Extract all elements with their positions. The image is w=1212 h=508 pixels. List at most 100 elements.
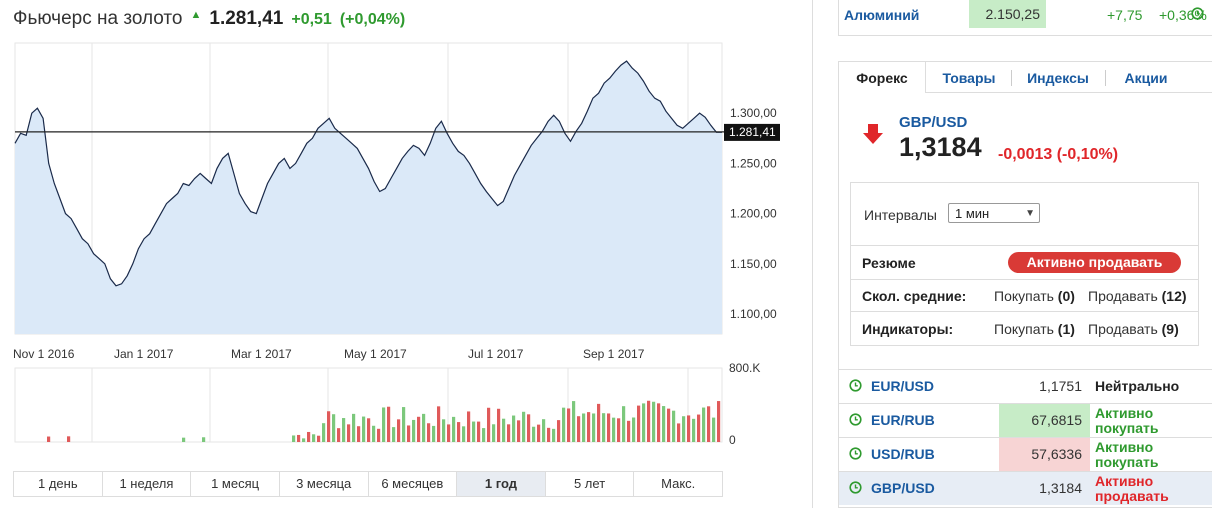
period-tab[interactable]: 1 неделя bbox=[103, 472, 192, 496]
ind-buy-count: (1) bbox=[1057, 321, 1075, 337]
aluminum-name[interactable]: Алюминий bbox=[844, 7, 920, 23]
volume-bar bbox=[662, 406, 666, 442]
interval-value: 1 мин bbox=[955, 206, 990, 221]
volume-bar bbox=[362, 416, 366, 442]
price-change-pct: (+0,04%) bbox=[339, 11, 406, 28]
volume-bar bbox=[672, 410, 676, 442]
volume-bar bbox=[442, 419, 446, 442]
panel-tabs: Форекс Товары Индексы Акции bbox=[839, 62, 1212, 93]
volume-bar bbox=[712, 417, 716, 442]
volume-bar bbox=[522, 411, 526, 442]
instrument-title: Фьючерс на золото bbox=[13, 8, 183, 29]
volume-bar bbox=[377, 428, 381, 442]
rate-signal: Нейтрально bbox=[1095, 378, 1180, 394]
volume-bar bbox=[652, 401, 656, 442]
volume-bar bbox=[422, 413, 426, 442]
volume-bar bbox=[357, 426, 361, 442]
y-tick-label: 1.300,00 bbox=[730, 106, 777, 120]
volume-bar bbox=[387, 406, 391, 442]
volume-bar bbox=[552, 428, 556, 442]
volume-bar bbox=[512, 415, 516, 442]
down-arrow-icon bbox=[861, 122, 885, 151]
volume-bar bbox=[367, 418, 371, 442]
period-tab[interactable]: 5 лет bbox=[546, 472, 635, 496]
volume-bar bbox=[627, 420, 631, 442]
volume-bar bbox=[347, 424, 351, 442]
interval-select[interactable]: 1 мин ▼ bbox=[948, 203, 1040, 223]
period-tab[interactable]: 6 месяцев bbox=[369, 472, 458, 496]
rate-row[interactable]: USD/RUB 57,6336 Активно покупать bbox=[839, 437, 1212, 471]
volume-bar bbox=[602, 413, 606, 442]
period-tab[interactable]: 1 день bbox=[14, 472, 103, 496]
clock-icon bbox=[849, 379, 862, 397]
summary-label: Резюме bbox=[862, 255, 916, 271]
rate-row[interactable]: EUR/RUB 67,6815 Активно покупать bbox=[839, 403, 1212, 437]
volume-bar bbox=[392, 427, 396, 442]
rate-row[interactable]: EUR/USD 1,1751 Нейтрально bbox=[839, 369, 1212, 403]
volume-bar bbox=[572, 401, 576, 442]
volume-bar bbox=[307, 431, 311, 442]
volume-bar bbox=[452, 416, 456, 442]
volume-bar bbox=[637, 405, 641, 442]
volume-bar bbox=[622, 406, 626, 442]
volume-bar bbox=[482, 428, 486, 442]
aluminum-change: +7,75 bbox=[1107, 7, 1143, 23]
volume-bar bbox=[417, 416, 421, 442]
price-chart[interactable]: 1.281,41 1.300,00 1.250,00 1.200,00 1.150,0… bbox=[0, 38, 790, 468]
ind-sell: Продавать (9) bbox=[1088, 321, 1179, 337]
volume-bar bbox=[532, 426, 536, 442]
x-tick-label: Mar 1 2017 bbox=[231, 347, 292, 361]
markets-panel: Форекс Товары Индексы Акции GBP/USD 1,31… bbox=[838, 61, 1212, 508]
rate-name[interactable]: GBP/USD bbox=[871, 480, 935, 496]
volume-bar bbox=[507, 424, 511, 442]
row-divider bbox=[851, 245, 1198, 246]
rate-value: 1,3184 bbox=[1039, 480, 1082, 496]
ind-sell-label: Продавать bbox=[1088, 321, 1158, 337]
rate-value: 57,6336 bbox=[999, 438, 1090, 471]
rate-name[interactable]: EUR/USD bbox=[871, 378, 935, 394]
volume-bar bbox=[317, 435, 321, 442]
interval-label: Интервалы bbox=[864, 207, 937, 223]
y-tick-label: 1.150,00 bbox=[730, 257, 777, 271]
volume-bar bbox=[322, 423, 326, 442]
rate-value: 1,1751 bbox=[1039, 378, 1082, 394]
aluminum-row[interactable]: Алюминий 2.150,25 +7,75 +0,36% bbox=[838, 0, 1212, 36]
volume-bar bbox=[427, 423, 431, 442]
rate-row[interactable]: GBP/USD 1,3184 Активно продавать bbox=[839, 471, 1212, 505]
x-tick-label: May 1 2017 bbox=[344, 347, 407, 361]
y-tick-label: 1.200,00 bbox=[730, 207, 777, 221]
up-arrow-icon: ▲ bbox=[190, 9, 202, 21]
ma-buy-count: (0) bbox=[1057, 288, 1075, 304]
quote-header: Фьючерс на золото ▲ 1.281,41 +0,51 (+0,0… bbox=[13, 8, 405, 36]
volume-bar bbox=[462, 426, 466, 442]
period-tab[interactable]: Макс. bbox=[661, 476, 696, 491]
volume-zero-label: 0 bbox=[729, 433, 736, 447]
pair-name[interactable]: GBP/USD bbox=[899, 114, 968, 131]
ma-sell: Продавать (12) bbox=[1088, 288, 1187, 304]
rate-name[interactable]: EUR/RUB bbox=[871, 412, 935, 428]
ma-sell-label: Продавать bbox=[1088, 288, 1158, 304]
ma-buy: Покупать (0) bbox=[994, 288, 1075, 304]
tab-commodities[interactable]: Товары bbox=[942, 70, 996, 86]
tab-indices[interactable]: Индексы bbox=[1027, 70, 1089, 86]
x-tick-label: Nov 1 2016 bbox=[13, 347, 75, 361]
technical-summary: Интервалы 1 мин ▼ Резюме Активно продава… bbox=[850, 182, 1199, 346]
volume-bar bbox=[202, 437, 206, 442]
volume-bar bbox=[582, 413, 586, 442]
volume-bar bbox=[47, 436, 51, 442]
volume-bar bbox=[477, 421, 481, 442]
tab-stocks[interactable]: Акции bbox=[1124, 70, 1168, 86]
period-tab[interactable]: 1 год bbox=[457, 472, 546, 496]
summary-signal-badge[interactable]: Активно продавать bbox=[1008, 252, 1181, 273]
volume-bar bbox=[647, 400, 651, 442]
period-tab[interactable]: 3 месяца bbox=[280, 472, 369, 496]
period-tab[interactable]: 1 месяц bbox=[191, 472, 280, 496]
period-tabs: 1 день 1 неделя 1 месяц 3 месяца 6 месяцев 1 … bbox=[13, 471, 723, 497]
volume-bar bbox=[372, 425, 376, 442]
volume-bar bbox=[352, 413, 356, 442]
tab-forex[interactable]: Форекс bbox=[839, 62, 926, 93]
tab-separator bbox=[1105, 70, 1106, 86]
volume-bar bbox=[527, 414, 531, 442]
rate-name[interactable]: USD/RUB bbox=[871, 446, 935, 462]
indicators-label: Индикаторы: bbox=[862, 321, 954, 337]
